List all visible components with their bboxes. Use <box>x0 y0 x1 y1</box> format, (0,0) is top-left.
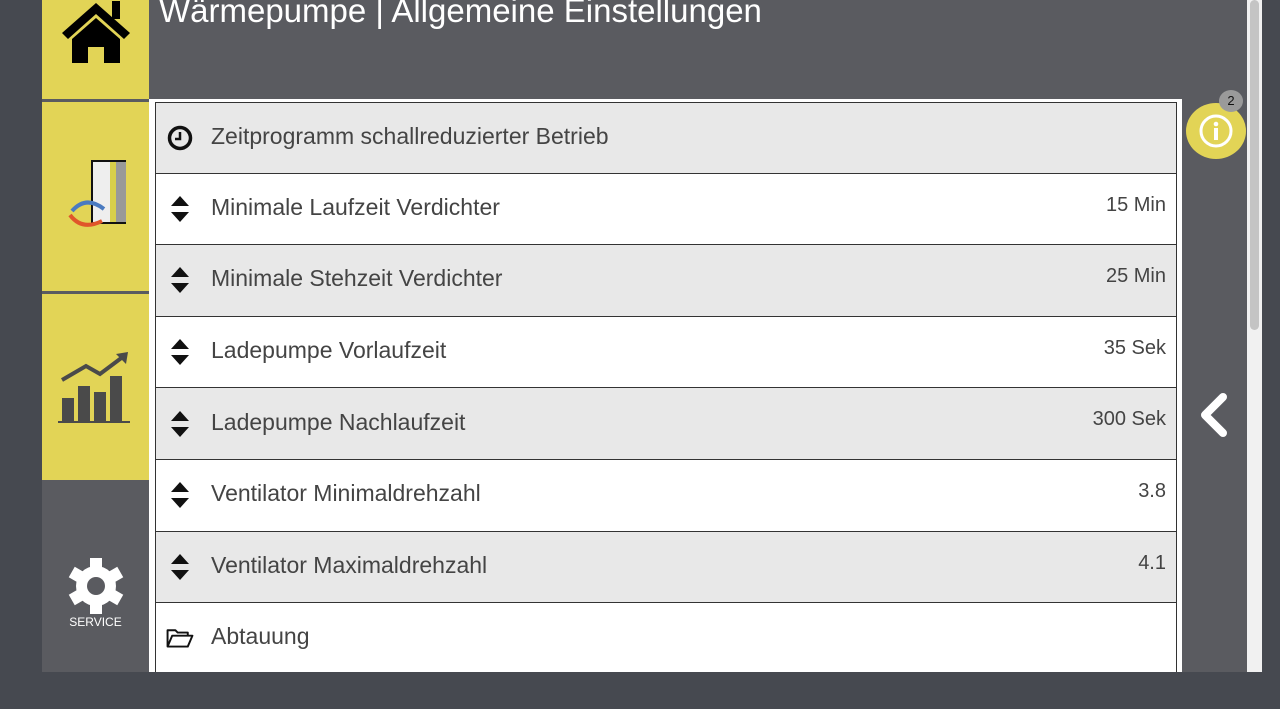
settings-list: Zeitprogramm schallreduzierter Betrieb M… <box>149 99 1182 672</box>
row-label: Abtauung <box>211 623 310 650</box>
list-item[interactable]: Ladepumpe Vorlaufzeit 35 Sek <box>155 316 1177 389</box>
app-window: SERVICE Wärmepumpe | Allgemeine Einstell… <box>42 0 1262 672</box>
row-label: Ventilator Minimaldrehzahl <box>211 480 481 507</box>
list-item[interactable]: Minimale Laufzeit Verdichter 15 Min <box>155 173 1177 246</box>
gear-icon <box>68 557 123 614</box>
row-label: Ventilator Maximaldrehzahl <box>211 551 488 578</box>
chart-icon <box>57 352 130 423</box>
list-item[interactable]: Ventilator Maximaldrehzahl 4.1 <box>155 531 1177 604</box>
row-value: 300 Sek <box>1092 408 1166 431</box>
info-button[interactable] <box>1186 103 1246 159</box>
info-icon <box>1199 114 1233 148</box>
nav-heat-exchange[interactable] <box>42 102 149 291</box>
heat-exchange-icon <box>67 159 126 227</box>
row-value: 4.1 <box>1138 551 1166 574</box>
list-item-zeitprogramm[interactable]: Zeitprogramm schallreduzierter Betrieb <box>155 102 1177 174</box>
scrollbar-thumb[interactable] <box>1250 0 1259 330</box>
row-label: Zeitprogramm schallreduzierter Betrieb <box>211 122 609 149</box>
nav-home[interactable] <box>42 0 149 99</box>
page-title: Wärmepumpe | Allgemeine Einstellungen <box>159 0 762 29</box>
list-item[interactable]: Ventilator Minimaldrehzahl 3.8 <box>155 459 1177 532</box>
row-label: Minimale Stehzeit Verdichter <box>211 265 503 292</box>
notification-badge: 2 <box>1219 90 1243 112</box>
row-label: Minimale Laufzeit Verdichter <box>211 193 500 220</box>
service-label: SERVICE <box>69 614 122 629</box>
clock-icon <box>166 125 194 151</box>
row-value: 35 Sek <box>1103 336 1166 359</box>
nav-statistics[interactable] <box>42 294 149 480</box>
folder-open-icon <box>166 625 194 651</box>
row-value: 3.8 <box>1138 479 1166 502</box>
row-value: 25 Min <box>1105 265 1166 288</box>
list-item[interactable]: Ladepumpe Nachlaufzeit 300 Sek <box>155 388 1177 460</box>
back-button[interactable] <box>1197 392 1231 443</box>
sort-icon <box>166 194 194 224</box>
chevron-left-icon <box>1201 393 1227 437</box>
sort-icon <box>166 409 194 439</box>
home-icon <box>61 0 130 63</box>
sort-icon <box>166 337 194 367</box>
sort-icon <box>166 552 194 582</box>
row-label: Ladepumpe Nachlaufzeit <box>211 408 466 435</box>
row-label: Ladepumpe Vorlaufzeit <box>211 337 447 364</box>
list-item[interactable]: Minimale Stehzeit Verdichter 25 Min <box>155 245 1177 317</box>
scrollbar[interactable] <box>1247 0 1262 672</box>
row-value: 15 Min <box>1105 193 1166 216</box>
sort-icon <box>166 480 194 510</box>
nav-service[interactable]: SERVICE <box>42 483 149 672</box>
list-item-abtauung[interactable]: Abtauung <box>155 603 1177 672</box>
sort-icon <box>166 265 194 295</box>
